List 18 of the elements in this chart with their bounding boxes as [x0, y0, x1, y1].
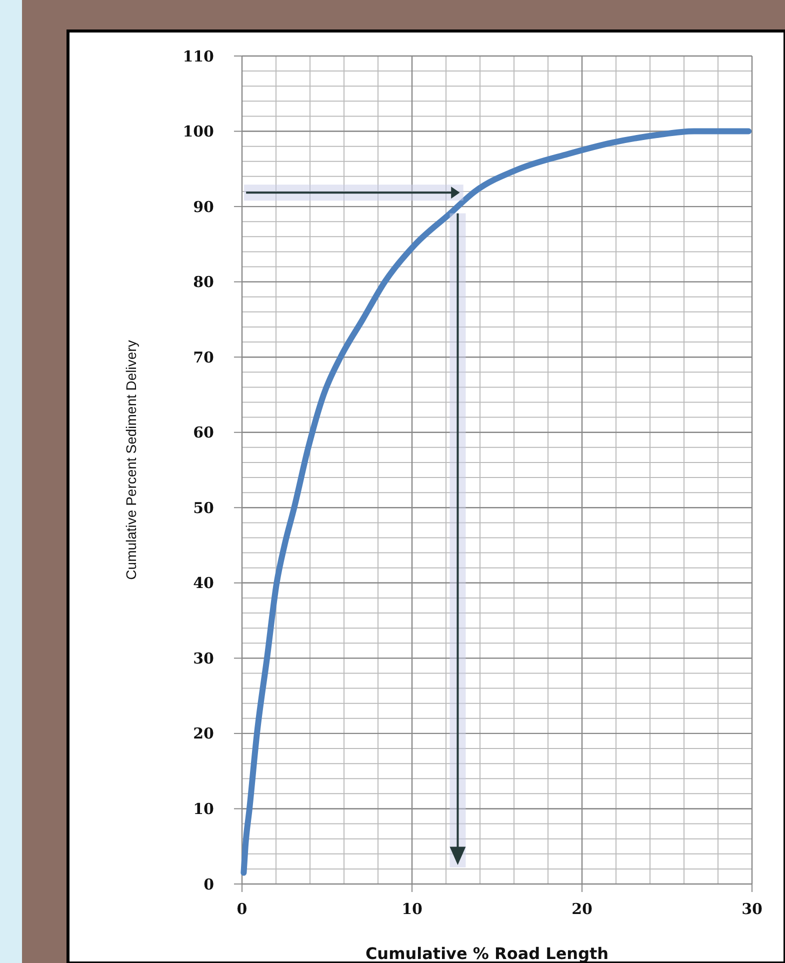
x-axis-title: Cumulative % Road Length: [365, 944, 609, 963]
y-tick-label: 70: [193, 348, 214, 366]
y-tick-label: 80: [193, 273, 214, 292]
y-tick-label: 30: [193, 649, 214, 668]
y-tick-label: 50: [193, 498, 214, 517]
y-axis-title: Cumulative Percent Sediment Delivery: [123, 340, 139, 580]
y-tick-label: 110: [182, 47, 214, 66]
y-tick-label: 90: [193, 198, 214, 216]
y-tick-label: 60: [193, 424, 214, 442]
x-tick-label: 30: [742, 900, 762, 918]
y-tick-label: 100: [182, 122, 214, 141]
y-tick-label: 10: [193, 800, 214, 818]
x-tick-label: 20: [572, 900, 592, 918]
y-tick-label: 0: [204, 875, 214, 894]
x-tick-label: 0: [236, 900, 248, 918]
y-tick-label: 20: [193, 724, 214, 743]
x-tick-label: 10: [402, 900, 422, 918]
y-tick-label: 40: [193, 574, 214, 592]
